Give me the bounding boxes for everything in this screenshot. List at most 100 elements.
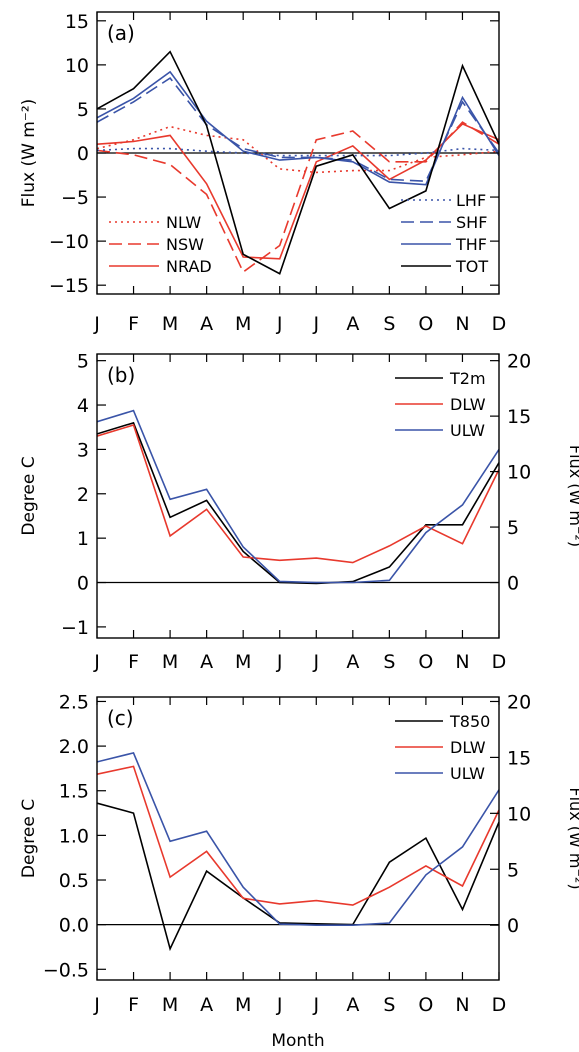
series-line-thf xyxy=(97,70,499,186)
series-line-ulw xyxy=(97,751,499,927)
y-tick-label: 2.5 xyxy=(59,691,89,713)
x-tick-label: F xyxy=(128,651,139,673)
x-tick-label: J xyxy=(312,651,319,673)
legend-label-t850: T850 xyxy=(449,712,490,731)
series-line-lhf xyxy=(97,147,499,157)
panel-label: (a) xyxy=(107,21,135,45)
y2-tick-label: 10 xyxy=(507,803,531,825)
x-tick-label: D xyxy=(492,313,507,335)
y2-tick-label: 20 xyxy=(507,351,531,373)
x-tick-label: A xyxy=(346,651,359,673)
y-tick-label: 10 xyxy=(65,55,89,77)
y-tick-label: 3 xyxy=(77,439,89,461)
series-line-t2m xyxy=(97,421,499,585)
series-line-nrad xyxy=(97,122,499,260)
y2-axis-label: Flux (W m⁻²) xyxy=(566,787,579,889)
x-tick-label: F xyxy=(128,313,139,335)
x-tick-label: O xyxy=(418,651,433,673)
legend-label-shf: SHF xyxy=(456,213,487,232)
x-tick-label: A xyxy=(200,651,213,673)
series-line-dlw xyxy=(97,765,499,906)
legend-label-lhf: LHF xyxy=(456,191,486,210)
y-tick-label: −5 xyxy=(61,187,89,209)
series-line-dlw xyxy=(97,424,499,564)
x-tick-label: A xyxy=(346,994,359,1016)
series-line-t850 xyxy=(97,802,499,952)
x-tick-label: S xyxy=(383,994,395,1016)
y-tick-label: −1 xyxy=(61,617,89,639)
x-tick-label: S xyxy=(383,651,395,673)
x-tick-label: D xyxy=(492,651,507,673)
x-tick-label: A xyxy=(200,313,213,335)
y-tick-label: −15 xyxy=(49,275,89,297)
panel-label: (b) xyxy=(107,363,135,387)
y-tick-label: 2.0 xyxy=(59,736,89,758)
legend-label-dlw: DLW xyxy=(450,395,486,414)
y-tick-label: 1.5 xyxy=(59,781,89,803)
legend-label-t2m: T2m xyxy=(449,369,486,388)
y-tick-label: 5 xyxy=(77,351,89,373)
legend-label-tot: TOT xyxy=(455,257,488,276)
x-tick-label: O xyxy=(418,994,433,1016)
y-tick-label: 15 xyxy=(65,11,89,33)
y-tick-label: 0 xyxy=(77,143,89,165)
y-axis-label: Degree C xyxy=(19,799,39,878)
y2-axis-label: Flux (W m⁻²) xyxy=(566,445,579,547)
y-tick-label: 1 xyxy=(77,528,89,550)
legend-label-thf: THF xyxy=(455,235,487,254)
y-tick-label: 0.5 xyxy=(59,870,89,892)
series-line-shf xyxy=(97,77,499,183)
x-tick-label: F xyxy=(128,994,139,1016)
x-tick-label: N xyxy=(455,994,469,1016)
y-tick-label: 1.0 xyxy=(59,825,89,847)
legend-label-nlw: NLW xyxy=(166,213,201,232)
x-tick-label: A xyxy=(200,994,213,1016)
y-tick-label: −10 xyxy=(49,231,89,253)
plot-frame xyxy=(96,696,500,981)
y2-tick-label: 0 xyxy=(507,915,519,937)
y2-tick-label: 10 xyxy=(507,462,531,484)
x-tick-label: M xyxy=(162,994,178,1016)
x-tick-label: M xyxy=(235,313,251,335)
x-tick-label: D xyxy=(492,994,507,1016)
y-tick-label: 0.0 xyxy=(59,915,89,937)
x-axis-label: Month xyxy=(271,1031,324,1051)
x-tick-label: O xyxy=(418,313,433,335)
legend-label-ulw: ULW xyxy=(450,421,485,440)
x-tick-label: M xyxy=(162,651,178,673)
x-tick-label: J xyxy=(93,994,100,1016)
x-tick-label: S xyxy=(383,313,395,335)
plot-frame xyxy=(96,353,500,639)
x-tick-label: J xyxy=(312,313,319,335)
y2-tick-label: 5 xyxy=(507,517,519,539)
x-tick-label: N xyxy=(455,313,469,335)
x-tick-label: N xyxy=(455,651,469,673)
series-line-ulw xyxy=(97,409,499,584)
y-axis-label: Flux (W m⁻²) xyxy=(19,99,39,208)
y-axis-label: Degree C xyxy=(19,456,39,535)
x-tick-label: J xyxy=(276,651,283,673)
y-tick-label: 2 xyxy=(77,484,89,506)
x-tick-label: J xyxy=(276,994,283,1016)
x-tick-label: M xyxy=(235,651,251,673)
x-tick-label: J xyxy=(93,313,100,335)
y-tick-label: 5 xyxy=(77,99,89,121)
legend-label-dlw: DLW xyxy=(450,738,486,757)
legend-label-nrad: NRAD xyxy=(166,257,212,276)
x-tick-label: J xyxy=(312,994,319,1016)
x-tick-label: M xyxy=(235,994,251,1016)
x-tick-label: J xyxy=(276,313,283,335)
y2-tick-label: 0 xyxy=(507,573,519,595)
y-tick-label: 0 xyxy=(77,573,89,595)
x-tick-label: M xyxy=(162,313,178,335)
x-tick-label: A xyxy=(346,313,359,335)
series-line-nsw xyxy=(97,121,499,274)
legend-label-ulw: ULW xyxy=(450,764,485,783)
y-tick-label: −0.5 xyxy=(43,959,89,981)
x-tick-label: J xyxy=(93,651,100,673)
y2-tick-label: 20 xyxy=(507,691,531,713)
y-tick-label: 4 xyxy=(77,395,89,417)
